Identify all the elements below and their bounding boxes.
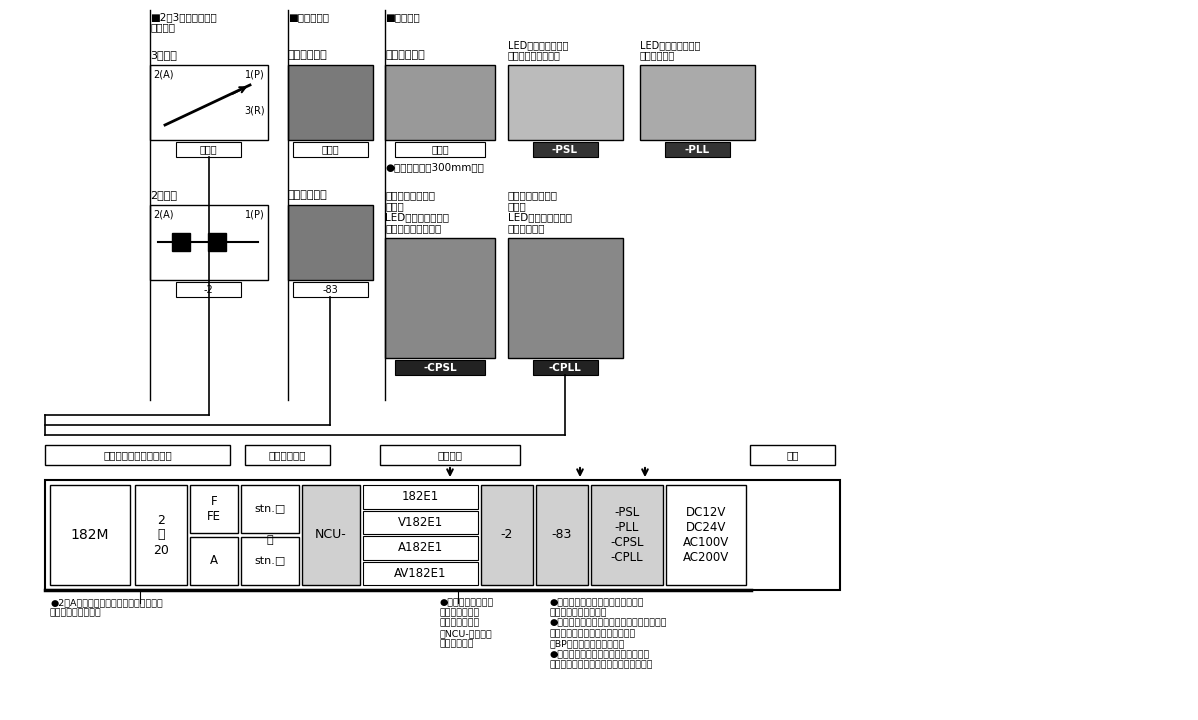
Text: ■2・3ポートバルブ: ■2・3ポートバルブ [150,12,217,22]
Text: ：: ： [267,535,273,545]
Text: 2ポート: 2ポート [150,190,177,200]
Text: ストレートコネクタ: ストレートコネクタ [508,50,561,60]
Bar [173,233,190,251]
Bar [380,445,520,465]
Text: プラスコモン端子: プラスコモン端子 [508,190,558,200]
Bar [508,65,623,140]
Text: 182M: 182M [71,528,109,542]
Text: 結線済: 結線済 [508,201,527,211]
Bar [591,485,662,585]
Text: 結線済: 結線済 [385,201,404,211]
Bar [294,282,368,297]
Bar [288,205,373,280]
Bar [288,65,373,140]
Text: -PSL
-PLL
-CPSL
-CPLL: -PSL -PLL -CPSL -CPLL [610,506,643,564]
Text: ●バルブ形式は、ステーション毎に
　指定してください。
●ステーションにバルブを取付けずに、プロ
　ックプレートで閉止するときは
　BPと記入してください。
●: ●バルブ形式は、ステーション毎に 指定してください。 ●ステーションにバルブを取… [550,598,667,670]
Bar [482,485,533,585]
Text: 1(P): 1(P) [246,209,265,219]
Text: ■結線方式: ■結線方式 [385,12,419,22]
Text: F
FE: F FE [207,495,220,523]
Bar [150,205,268,280]
Bar [395,142,485,157]
Bar [363,562,478,585]
Text: 電圧: 電圧 [786,450,799,460]
Bar [190,537,238,585]
Text: -CPSL: -CPSL [423,362,456,372]
Bar [302,485,361,585]
Text: A182E1: A182E1 [398,541,443,554]
Bar [50,485,131,585]
Bar [46,480,840,590]
Text: 無記入: 無記入 [321,145,339,155]
Bar [46,445,230,465]
Bar [666,485,746,585]
Text: -2: -2 [204,284,213,294]
Bar [294,142,368,157]
Text: 2
：
20: 2 ： 20 [153,513,169,557]
Text: V182E1: V182E1 [398,516,443,528]
Text: -PLL: -PLL [684,145,709,155]
Bar [150,65,268,140]
Text: 3(R): 3(R) [244,105,265,115]
Text: LEDインジケータ付: LEDインジケータ付 [640,40,701,50]
Bar [135,485,187,585]
Text: NCU-: NCU- [315,528,347,541]
Bar [385,238,495,358]
Bar [241,537,300,585]
Text: エルコネクタ: エルコネクタ [508,223,545,233]
Bar [385,65,495,140]
Bar [176,142,241,157]
Text: LEDインジケータ付: LEDインジケータ付 [508,212,571,222]
Bar [363,510,478,534]
Bar [241,485,300,533]
Text: 無記入: 無記入 [200,145,217,155]
Text: ポート数: ポート数 [150,22,175,32]
Bar [208,233,226,251]
Text: ●リード線長さ300mm標準: ●リード線長さ300mm標準 [385,162,484,172]
Text: 2(A): 2(A) [153,69,174,79]
Text: 基本形式: 基本形式 [437,450,462,460]
Text: stn.□: stn.□ [254,504,285,514]
Text: マニホールド形式　連数: マニホールド形式 連数 [103,450,171,460]
Bar [640,65,755,140]
Text: -2: -2 [501,528,513,541]
Text: 182E1: 182E1 [401,490,440,503]
Bar [190,485,238,533]
Text: ストレートコネクタ: ストレートコネクタ [385,223,441,233]
Text: ノンロック形: ノンロック形 [288,50,328,60]
Bar [363,485,478,508]
Text: 1(P): 1(P) [246,69,265,79]
Bar [395,360,485,375]
Bar [750,445,835,465]
Text: ステーション: ステーション [268,450,307,460]
Text: 無記入: 無記入 [431,145,449,155]
Text: ■手動ボタン: ■手動ボタン [288,12,329,22]
Text: -PSL: -PSL [552,145,577,155]
Text: ●2（A）ポート側を手前にして左からの
　バルブ取付位置。: ●2（A）ポート側を手前にして左からの バルブ取付位置。 [50,598,163,618]
Text: -CPLL: -CPLL [549,362,581,372]
Bar [246,445,329,465]
Text: DC12V
DC24V
AC100V
AC200V: DC12V DC24V AC100V AC200V [683,506,730,564]
Text: -83: -83 [552,528,573,541]
Text: プラスコモン端子: プラスコモン端子 [385,190,435,200]
Text: ロック突出形: ロック突出形 [288,190,328,200]
Bar [363,536,478,559]
Text: 3ポート: 3ポート [150,50,177,60]
Text: LEDインジケータ付: LEDインジケータ付 [508,40,568,50]
Text: グロメット形: グロメット形 [385,50,425,60]
Text: A: A [210,554,218,567]
Bar [536,485,588,585]
Text: ●ノン・イオン仕様
を注文する場合
は基本形式の前
にNCU-を記入し
てください。: ●ノン・イオン仕様 を注文する場合 は基本形式の前 にNCU-を記入し てくださ… [440,598,495,649]
Text: エルコネクタ: エルコネクタ [640,50,676,60]
Bar [176,282,241,297]
Bar [533,360,598,375]
Text: 2(A): 2(A) [153,209,174,219]
Text: AV182E1: AV182E1 [394,567,447,580]
Text: LEDインジケータ付: LEDインジケータ付 [385,212,449,222]
Bar [508,238,623,358]
Text: stn.□: stn.□ [254,556,285,566]
Bar [665,142,730,157]
Bar [533,142,598,157]
Text: -83: -83 [322,284,338,294]
